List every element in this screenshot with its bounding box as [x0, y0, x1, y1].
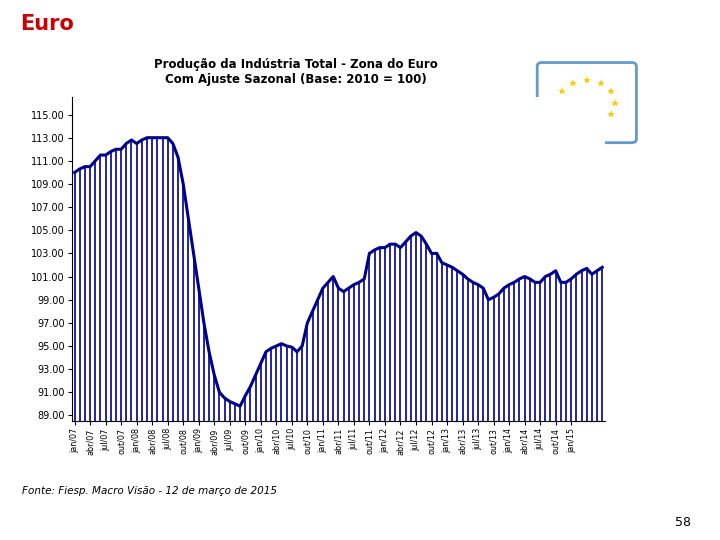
Text: Fonte: Fiesp. Macro Visão - 12 de março de 2015: Fonte: Fiesp. Macro Visão - 12 de março … — [22, 487, 276, 496]
Text: 58: 58 — [675, 516, 691, 529]
Text: Euro: Euro — [20, 14, 73, 35]
Title: Produção da Indústria Total - Zona do Euro
Com Ajuste Sazonal (Base: 2010 = 100): Produção da Indústria Total - Zona do Eu… — [154, 58, 438, 86]
